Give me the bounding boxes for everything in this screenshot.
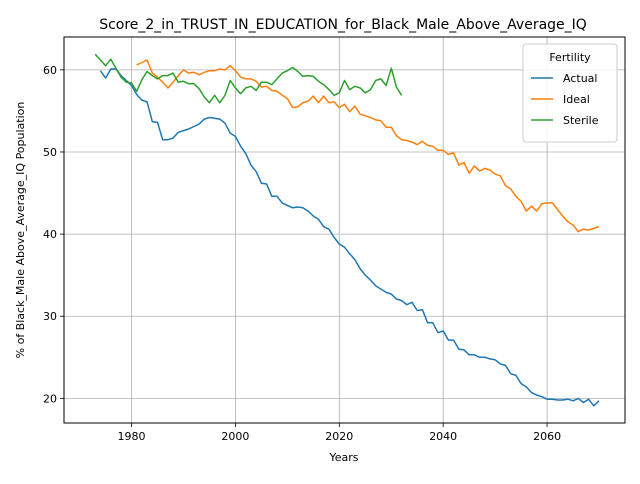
series-lines bbox=[94, 53, 600, 407]
x-tick-label: 2000 bbox=[221, 430, 249, 443]
legend-box bbox=[522, 43, 618, 143]
x-tick-label: 1980 bbox=[118, 430, 146, 443]
plot-frame bbox=[63, 36, 626, 424]
y-tick-label: 30 bbox=[43, 310, 57, 323]
series-line-actual bbox=[99, 68, 600, 407]
x-axis-ticks: 1980 2000 2020 2040 2060 bbox=[118, 423, 561, 443]
x-axis-label: Years bbox=[328, 451, 358, 464]
x-tick-label: 2020 bbox=[325, 430, 353, 443]
legend: Fertility Actual Ideal Sterile bbox=[522, 43, 618, 143]
y-tick-label: 40 bbox=[43, 228, 57, 241]
legend-entries: Actual Ideal Sterile bbox=[531, 72, 599, 127]
legend-label-ideal: Ideal bbox=[563, 93, 590, 106]
y-tick-label: 50 bbox=[43, 146, 57, 159]
legend-label-sterile: Sterile bbox=[563, 114, 599, 127]
x-tick-label: 2040 bbox=[429, 430, 457, 443]
legend-label-actual: Actual bbox=[563, 72, 597, 85]
y-axis-label: % of Black_Male Above_Average_IQ Populat… bbox=[14, 102, 27, 359]
y-tick-label: 60 bbox=[43, 64, 57, 77]
y-axis-ticks: 20 30 40 50 60 bbox=[43, 64, 64, 405]
chart-title: Score_2_in_TRUST_IN_EDUCATION_for_Black_… bbox=[99, 17, 587, 33]
legend-title: Fertility bbox=[549, 51, 591, 64]
series-line-sterile bbox=[94, 53, 403, 104]
x-tick-label: 2060 bbox=[533, 430, 561, 443]
y-tick-label: 20 bbox=[43, 392, 57, 405]
series-line-ideal bbox=[136, 59, 600, 233]
